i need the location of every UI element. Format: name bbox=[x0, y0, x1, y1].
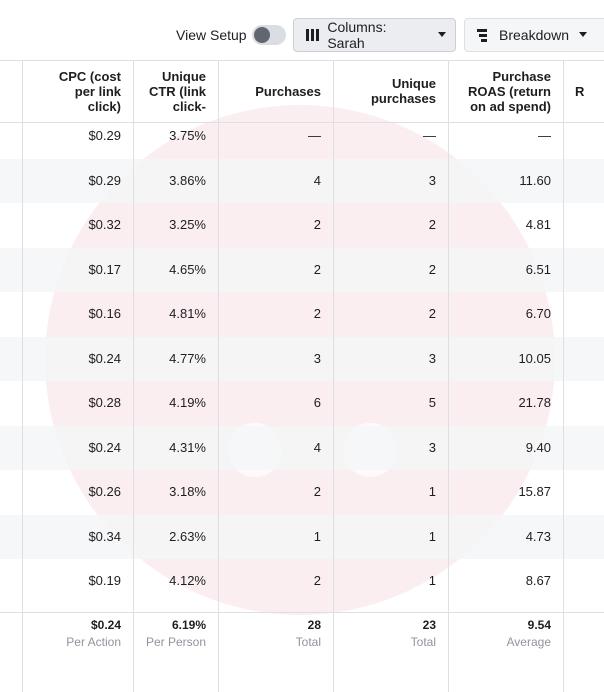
column-header: R bbox=[575, 83, 585, 99]
table-cell: 2 bbox=[313, 261, 321, 277]
table-cell: 4.19% bbox=[169, 395, 206, 410]
column-border bbox=[218, 60, 219, 692]
column-header: on ad spend) bbox=[470, 98, 551, 114]
table-cell: 4.12% bbox=[169, 573, 206, 588]
table-cell: $0.28 bbox=[88, 395, 121, 410]
row-shade bbox=[0, 247, 604, 292]
table-cell: $0.16 bbox=[88, 306, 121, 321]
column-header: Purchase bbox=[492, 68, 551, 84]
table-cell: $0.24 bbox=[88, 350, 121, 366]
table-cell: 2 bbox=[313, 484, 321, 499]
table-cell: 2.63% bbox=[169, 528, 206, 544]
table-cell: 4 bbox=[313, 172, 321, 188]
table-cell: 10.05 bbox=[518, 350, 551, 366]
footer-border bbox=[0, 612, 604, 613]
table-cell: 3.18% bbox=[169, 484, 206, 499]
row-shade bbox=[0, 336, 604, 381]
table-cell: 4.73 bbox=[525, 528, 551, 544]
table-cell: 2 bbox=[428, 217, 436, 232]
table-cell: 5 bbox=[428, 395, 436, 410]
table-cell: 4 bbox=[313, 439, 321, 455]
table-cell: $0.34 bbox=[88, 528, 121, 544]
view-setup-label: View Setup bbox=[176, 27, 247, 43]
table-cell: 3.75% bbox=[169, 128, 206, 143]
table-cell: 4.65% bbox=[169, 261, 206, 277]
table-cell: $0.24 bbox=[88, 439, 121, 455]
table-cell: — bbox=[538, 128, 551, 143]
table-cell: 2 bbox=[313, 573, 321, 588]
footer-label: Per Action bbox=[66, 635, 121, 649]
table-cell: 6 bbox=[313, 395, 321, 410]
toggle[interactable] bbox=[252, 25, 286, 45]
table-cell: 21.78 bbox=[518, 395, 551, 410]
table-cell: 2 bbox=[428, 306, 436, 321]
footer-value: 6.19% bbox=[171, 618, 206, 632]
column-header: click- bbox=[172, 98, 206, 114]
footer-label: Average bbox=[506, 635, 551, 649]
table-cell: $0.26 bbox=[88, 484, 121, 499]
table-cell: 15.87 bbox=[518, 484, 551, 499]
table-cell: 1 bbox=[428, 484, 436, 499]
columns-button[interactable]: Columns: Sarah bbox=[293, 18, 456, 52]
table-cell: 11.60 bbox=[519, 172, 551, 188]
header-border bbox=[0, 122, 604, 123]
column-header: purchases bbox=[370, 91, 436, 106]
footer-label: Total bbox=[295, 635, 321, 649]
table-cell: 1 bbox=[428, 573, 436, 588]
column-border bbox=[133, 60, 134, 692]
table-cell: 3 bbox=[428, 172, 436, 188]
table-cell: 4.31% bbox=[169, 439, 206, 455]
column-border bbox=[448, 60, 449, 692]
column-header: CTR (link bbox=[148, 83, 206, 99]
table-cell: — bbox=[423, 128, 436, 143]
table-cell: 8.67 bbox=[525, 573, 551, 588]
column-header: click) bbox=[87, 98, 121, 114]
column-header: Purchases bbox=[255, 83, 321, 99]
column-header: Unique bbox=[391, 76, 436, 91]
table-cell: 1 bbox=[313, 528, 321, 544]
table-cell: $0.19 bbox=[88, 573, 121, 588]
column-border bbox=[333, 60, 334, 692]
table-cell: $0.29 bbox=[88, 128, 121, 143]
footer-value: 9.54 bbox=[527, 618, 551, 632]
row-shade bbox=[0, 514, 604, 559]
table-top-border bbox=[0, 60, 604, 61]
table-cell: 1 bbox=[428, 528, 436, 544]
breakdown-label: Breakdown bbox=[499, 27, 570, 43]
footer-value: 28 bbox=[307, 618, 321, 632]
column-header: ROAS (return bbox=[467, 83, 551, 99]
footer-label: Per Person bbox=[145, 635, 206, 649]
column-header: Unique bbox=[161, 68, 206, 84]
table-cell: 2 bbox=[313, 217, 321, 232]
column-header: CPC (cost bbox=[58, 68, 121, 84]
footer-label: Total bbox=[410, 635, 436, 649]
table-cell: 3 bbox=[428, 350, 436, 366]
table-cell: $0.29 bbox=[88, 172, 121, 188]
table-cell: $0.17 bbox=[88, 261, 121, 277]
table-cell: 4.81 bbox=[525, 217, 551, 232]
table-cell: 9.40 bbox=[525, 439, 551, 455]
table-cell: 3 bbox=[428, 439, 436, 455]
breakdown-button[interactable]: Breakdown bbox=[464, 18, 604, 52]
column-header: per link bbox=[74, 83, 121, 99]
table-cell: 3.25% bbox=[169, 217, 206, 232]
footer-value: $0.24 bbox=[90, 618, 121, 632]
row-shade bbox=[0, 158, 604, 203]
table-cell: 2 bbox=[313, 306, 321, 321]
table-cell: 4.81% bbox=[169, 306, 206, 321]
table-cell: 4.77% bbox=[169, 350, 206, 366]
footer-value: 23 bbox=[422, 618, 436, 632]
table-cell: $0.32 bbox=[88, 217, 121, 232]
table-cell: 3 bbox=[313, 350, 321, 366]
column-border bbox=[22, 60, 23, 692]
table-cell: 6.70 bbox=[525, 306, 551, 321]
table-cell: 6.51 bbox=[525, 261, 551, 277]
columns-label: Columns: Sarah bbox=[327, 19, 387, 51]
table-cell: 2 bbox=[428, 261, 436, 277]
table-cell: 3.86% bbox=[169, 172, 206, 188]
table-cell: — bbox=[308, 128, 321, 143]
column-border bbox=[563, 60, 564, 692]
row-shade bbox=[0, 425, 604, 470]
